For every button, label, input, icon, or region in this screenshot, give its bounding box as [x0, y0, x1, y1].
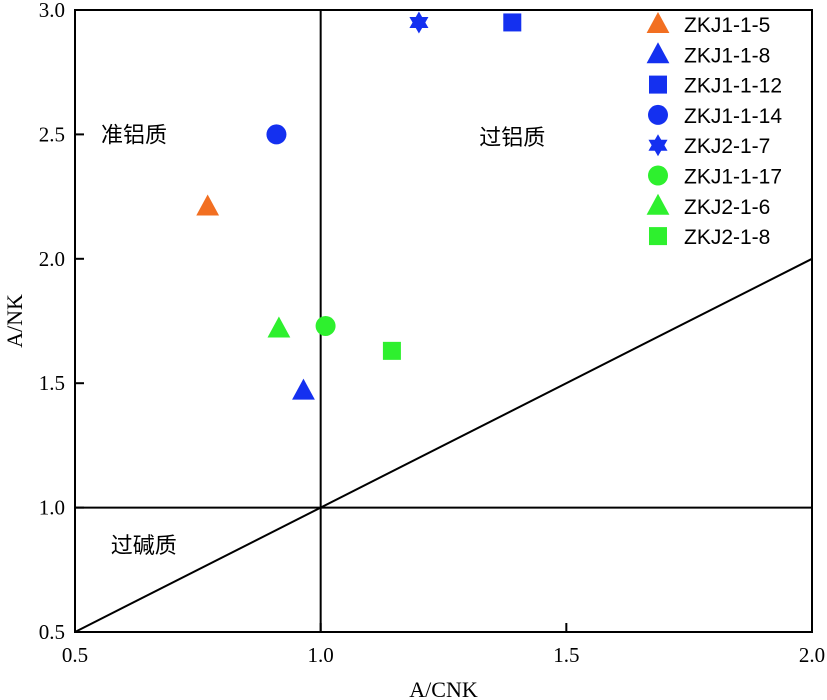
plot-frame [74, 9, 813, 633]
data-point-zkj1-1-12 [503, 13, 522, 32]
legend-marker-zkj1-1-12 [649, 75, 667, 94]
region-label: 过铝质 [479, 126, 545, 151]
data-point-zkj1-1-5 [196, 194, 220, 216]
legend-marker-zkj2-1-7 [648, 134, 668, 157]
legend-label: ZKJ1-1-5 [684, 14, 770, 37]
data-points [196, 11, 522, 400]
legend-marker-zkj1-1-8 [646, 42, 670, 64]
data-point-zkj2-1-7 [409, 11, 429, 34]
y-tick-label: 2.5 [39, 122, 65, 146]
x-tick-label: 1.5 [553, 643, 579, 667]
legend-label: ZKJ2-1-7 [684, 135, 770, 158]
region-label: 准铝质 [101, 123, 167, 148]
legend-label: ZKJ2-1-8 [684, 226, 770, 249]
legend-label: ZKJ1-1-12 [684, 75, 782, 98]
legend: ZKJ1-1-5 ZKJ1-1-8 ZKJ1-1-12 ZKJ1-1-14 ZKJ2-1… [646, 12, 782, 249]
axis-ticks: 0.5 1.0 1.5 2.0 0.5 1.0 1.5 2.0 2.5 3.0 [39, 0, 825, 667]
reference-line-3 [74, 257, 813, 633]
legend-marker-zkj1-1-17 [648, 165, 668, 186]
data-point-zkj1-1-17 [315, 315, 336, 336]
data-point-zkj1-1-8 [292, 378, 315, 400]
x-tick-label: 2.0 [799, 643, 825, 667]
y-tick-label: 3.0 [39, 0, 65, 22]
x-tick-label: 1.0 [308, 643, 334, 667]
y-tick-label: 1.5 [39, 371, 65, 395]
x-axis-label: A/CNK [409, 677, 478, 700]
data-point-zkj2-1-6 [267, 316, 291, 338]
legend-label: ZKJ1-1-17 [684, 166, 782, 189]
y-axis-label: A/NK [2, 294, 27, 348]
legend-marker-zkj2-1-8 [649, 227, 667, 246]
reference-lines [74, 10, 813, 633]
legend-label: ZKJ1-1-8 [684, 44, 770, 67]
legend-marker-zkj1-1-5 [646, 12, 670, 33]
legend-marker-zkj2-1-6 [646, 193, 670, 215]
y-tick-label: 2.0 [39, 247, 65, 271]
y-tick-label: 1.0 [39, 496, 65, 520]
legend-marker-zkj1-1-14 [648, 104, 668, 125]
x-tick-label: 0.5 [62, 643, 88, 667]
region-label: 过碱质 [111, 534, 177, 559]
legend-label: ZKJ1-1-14 [684, 105, 782, 128]
y-tick-label: 0.5 [39, 620, 65, 644]
legend-label: ZKJ2-1-6 [684, 196, 770, 219]
data-point-zkj2-1-8 [382, 341, 401, 360]
data-point-zkj1-1-14 [266, 124, 287, 145]
